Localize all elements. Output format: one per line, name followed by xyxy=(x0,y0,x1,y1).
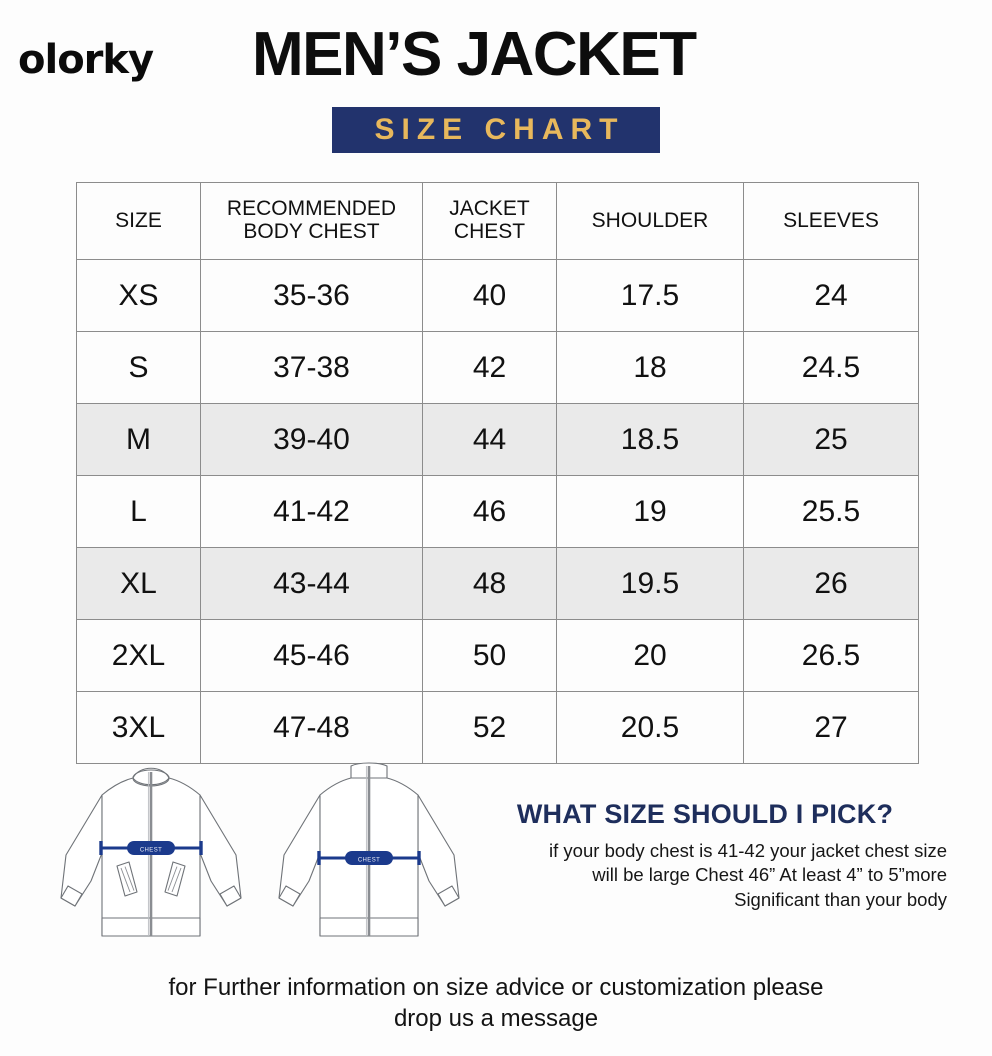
back-chest-badge-label: CHEST xyxy=(358,857,380,863)
cell-size: 2XL xyxy=(76,619,201,692)
cell-sleeves: 26.5 xyxy=(743,619,919,692)
column-header-shoulder: SHOULDER xyxy=(556,182,744,260)
cell-jacket-chest: 50 xyxy=(422,619,557,692)
cell-sleeves: 24 xyxy=(743,259,919,332)
table-row: 3XL 47-48 52 20.5 27 xyxy=(76,691,919,764)
cell-jacket-chest: 48 xyxy=(422,547,557,620)
cell-body-chest: 41-42 xyxy=(200,475,423,548)
cell-body-chest: 37-38 xyxy=(200,331,423,404)
page-title: MEN’S JACKET xyxy=(252,20,697,89)
table-row: XS 35-36 40 17.5 24 xyxy=(76,259,919,332)
column-header-recommended-line2: BODY CHEST xyxy=(243,220,380,243)
cell-shoulder: 18.5 xyxy=(556,403,744,476)
cell-shoulder: 18 xyxy=(556,331,744,404)
size-advice-line-3: Significant than your body xyxy=(734,888,947,910)
footer-line-1: for Further information on size advice o… xyxy=(168,974,824,1001)
cell-body-chest: 43-44 xyxy=(200,547,423,620)
size-advice-line-1: if your body chest is 41-42 your jacket … xyxy=(549,839,947,861)
size-advice-heading: WHAT SIZE SHOULD I PICK? xyxy=(516,799,894,829)
cell-jacket-chest: 44 xyxy=(422,403,557,476)
column-header-shoulder-line1: SHOULDER xyxy=(591,208,709,232)
column-header-jacket-chest: JACKET CHEST xyxy=(422,182,557,260)
size-chart-banner: SIZE CHART xyxy=(332,107,660,153)
page-footer: for Further information on size advice o… xyxy=(0,972,992,1034)
jacket-back-view: CHEST xyxy=(278,762,460,937)
size-advice-panel: WHAT SIZE SHOULD I PICK? if your body ch… xyxy=(455,799,955,913)
jacket-illustration-svg: CHEST xyxy=(60,762,460,937)
cell-size: M xyxy=(76,403,201,476)
footer-line-2: drop us a message xyxy=(393,1005,599,1033)
column-header-size-line1: SIZE xyxy=(115,208,162,232)
table-row: L 41-42 46 19 25.5 xyxy=(76,475,919,548)
cell-body-chest: 47-48 xyxy=(200,691,423,764)
front-chest-badge-label: CHEST xyxy=(140,847,162,853)
cell-size: XL xyxy=(76,547,201,620)
column-header-recommended-body-chest: RECOMMENDED BODY CHEST xyxy=(200,182,423,260)
jacket-front-view: CHEST xyxy=(60,767,242,937)
cell-sleeves: 26 xyxy=(743,547,919,620)
cell-shoulder: 19 xyxy=(556,475,744,548)
back-chest-measure-line: CHEST xyxy=(317,851,421,865)
table-row: S 37-38 42 18 24.5 xyxy=(76,331,919,404)
cell-shoulder: 20.5 xyxy=(556,691,744,764)
column-header-jacket-line1: JACKET xyxy=(449,197,530,221)
front-chest-measure-line: CHEST xyxy=(99,841,203,855)
cell-shoulder: 20 xyxy=(556,619,744,692)
table-row: M 39-40 44 18.5 25 xyxy=(76,403,919,476)
cell-jacket-chest: 46 xyxy=(422,475,557,548)
cell-size: S xyxy=(76,331,201,404)
cell-sleeves: 25.5 xyxy=(743,475,919,548)
cell-shoulder: 17.5 xyxy=(556,259,744,332)
brand-logo: olorky xyxy=(18,37,154,83)
table-row: XL 43-44 48 19.5 26 xyxy=(76,547,919,620)
cell-sleeves: 24.5 xyxy=(743,331,919,404)
size-advice-body: if your body chest is 41-42 your jacket … xyxy=(455,839,955,913)
cell-body-chest: 39-40 xyxy=(200,403,423,476)
cell-jacket-chest: 40 xyxy=(422,259,557,332)
jacket-illustrations: CHEST xyxy=(55,758,475,958)
cell-jacket-chest: 42 xyxy=(422,331,557,404)
cell-size: L xyxy=(76,475,201,548)
cell-body-chest: 45-46 xyxy=(200,619,423,692)
size-advice-line-2: will be large Chest 46” At least 4” to 5… xyxy=(592,864,947,886)
table-header-row: SIZE RECOMMENDED BODY CHEST JACKET CHEST… xyxy=(76,182,919,260)
cell-shoulder: 19.5 xyxy=(556,547,744,620)
page-header: olorky MEN’S JACKET xyxy=(0,0,992,100)
size-chart-banner-label: SIZE CHART xyxy=(374,113,625,146)
cell-size: XS xyxy=(76,259,201,332)
column-header-sleeves-line1: SLEEVES xyxy=(783,208,879,232)
column-header-size: SIZE xyxy=(76,182,201,260)
column-header-jacket-line2: CHEST xyxy=(453,220,526,243)
cell-sleeves: 27 xyxy=(743,691,919,764)
size-chart-table: SIZE RECOMMENDED BODY CHEST JACKET CHEST… xyxy=(76,182,919,764)
cell-jacket-chest: 52 xyxy=(422,691,557,764)
cell-sleeves: 25 xyxy=(743,403,919,476)
column-header-recommended-line1: RECOMMENDED xyxy=(226,197,397,221)
column-header-sleeves: SLEEVES xyxy=(743,182,919,260)
table-row: 2XL 45-46 50 20 26.5 xyxy=(76,619,919,692)
cell-size: 3XL xyxy=(76,691,201,764)
cell-body-chest: 35-36 xyxy=(200,259,423,332)
